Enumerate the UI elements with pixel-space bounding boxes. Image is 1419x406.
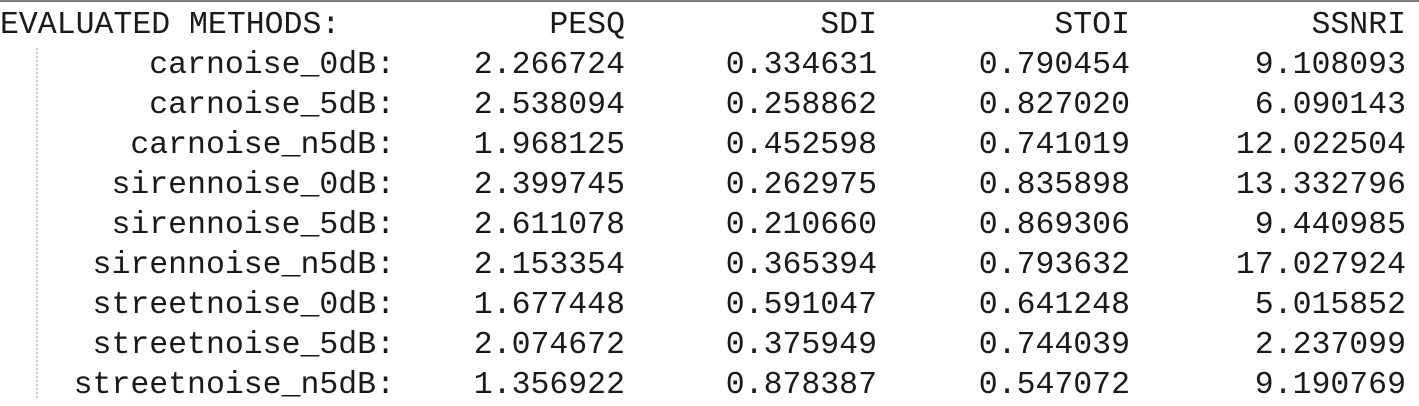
ssnri-value: 17.027924 bbox=[1235, 248, 1406, 283]
table-row: sirennoise_0dB: 2.399745 0.262975 0.8358… bbox=[0, 166, 1406, 206]
table-row: sirennoise_5dB: 2.611078 0.210660 0.8693… bbox=[0, 206, 1406, 246]
column-header-pesq: PESQ bbox=[549, 8, 625, 43]
method-name: sirennoise_5dB: bbox=[111, 208, 395, 243]
indent-guide bbox=[36, 48, 38, 398]
column-header-stoi: STOI bbox=[1054, 8, 1130, 43]
ssnri-value: 9.440985 bbox=[1254, 208, 1406, 243]
sdi-value: 0.365394 bbox=[725, 248, 877, 283]
method-name: streetnoise_n5dB: bbox=[73, 368, 395, 403]
stoi-value: 0.741019 bbox=[978, 128, 1130, 163]
pesq-value: 2.074672 bbox=[473, 328, 625, 363]
method-name: streetnoise_5dB: bbox=[92, 328, 395, 363]
sdi-value: 0.878387 bbox=[725, 368, 877, 403]
sdi-value: 0.334631 bbox=[725, 48, 877, 83]
sdi-value: 0.258862 bbox=[725, 88, 877, 123]
header-label: EVALUATED METHODS: bbox=[0, 8, 341, 43]
ssnri-value: 6.090143 bbox=[1254, 88, 1406, 123]
ssnri-value: 12.022504 bbox=[1235, 128, 1406, 163]
sdi-value: 0.210660 bbox=[725, 208, 877, 243]
table-row: streetnoise_5dB: 2.074672 0.375949 0.744… bbox=[0, 326, 1406, 366]
column-header-sdi: SDI bbox=[820, 8, 877, 43]
evaluation-results-table: EVALUATED METHODS: PESQ SDI STOI SSNRI c… bbox=[0, 6, 1406, 406]
stoi-value: 0.869306 bbox=[978, 208, 1130, 243]
stoi-value: 0.547072 bbox=[978, 368, 1130, 403]
pesq-value: 1.356922 bbox=[473, 368, 625, 403]
method-name: sirennoise_0dB: bbox=[111, 168, 395, 203]
header-row: EVALUATED METHODS: PESQ SDI STOI SSNRI bbox=[0, 6, 1406, 46]
ssnri-value: 9.190769 bbox=[1254, 368, 1406, 403]
sdi-value: 0.262975 bbox=[725, 168, 877, 203]
method-name: carnoise_n5dB: bbox=[130, 128, 395, 163]
ssnri-value: 2.237099 bbox=[1254, 328, 1406, 363]
column-header-ssnri: SSNRI bbox=[1311, 8, 1406, 43]
table-row: carnoise_n5dB: 1.968125 0.452598 0.74101… bbox=[0, 126, 1406, 166]
stoi-value: 0.793632 bbox=[978, 248, 1130, 283]
stoi-value: 0.790454 bbox=[978, 48, 1130, 83]
table-row: streetnoise_n5dB: 1.356922 0.878387 0.54… bbox=[0, 366, 1406, 406]
method-name: sirennoise_n5dB: bbox=[92, 248, 395, 283]
pesq-value: 1.677448 bbox=[473, 288, 625, 323]
table-row: streetnoise_0dB: 1.677448 0.591047 0.641… bbox=[0, 286, 1406, 326]
table-row: sirennoise_n5dB: 2.153354 0.365394 0.793… bbox=[0, 246, 1406, 286]
table-row: carnoise_5dB: 2.538094 0.258862 0.827020… bbox=[0, 86, 1406, 126]
pesq-value: 2.611078 bbox=[473, 208, 625, 243]
stoi-value: 0.641248 bbox=[978, 288, 1130, 323]
pesq-value: 2.266724 bbox=[473, 48, 625, 83]
sdi-value: 0.591047 bbox=[725, 288, 877, 323]
stoi-value: 0.827020 bbox=[978, 88, 1130, 123]
sdi-value: 0.452598 bbox=[725, 128, 877, 163]
pesq-value: 2.538094 bbox=[473, 88, 625, 123]
pesq-value: 2.153354 bbox=[473, 248, 625, 283]
sdi-value: 0.375949 bbox=[725, 328, 877, 363]
ssnri-value: 13.332796 bbox=[1235, 168, 1406, 203]
pesq-value: 2.399745 bbox=[473, 168, 625, 203]
stoi-value: 0.744039 bbox=[978, 328, 1130, 363]
ssnri-value: 9.108093 bbox=[1254, 48, 1406, 83]
method-name: carnoise_5dB: bbox=[149, 88, 395, 123]
method-name: streetnoise_0dB: bbox=[92, 288, 395, 323]
pesq-value: 1.968125 bbox=[473, 128, 625, 163]
stoi-value: 0.835898 bbox=[978, 168, 1130, 203]
ssnri-value: 5.015852 bbox=[1254, 288, 1406, 323]
method-name: carnoise_0dB: bbox=[149, 48, 395, 83]
table-row: carnoise_0dB: 2.266724 0.334631 0.790454… bbox=[0, 46, 1406, 86]
